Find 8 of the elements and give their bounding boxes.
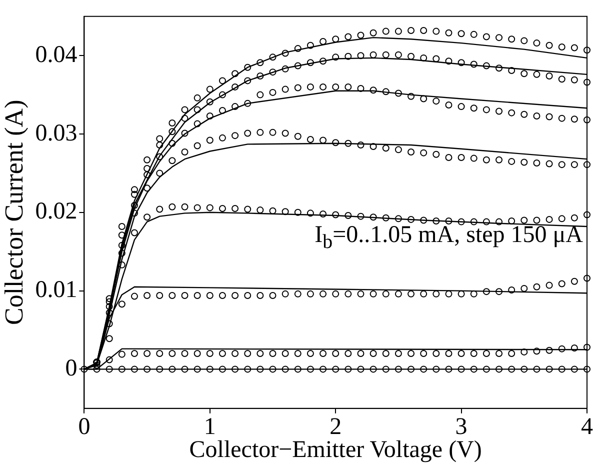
y-tick-label: 0.01 <box>35 277 78 304</box>
y-tick-label: 0 <box>65 355 78 382</box>
y-tick-label: 0.04 <box>35 42 78 68</box>
y-tick-label: 0.02 <box>35 198 78 225</box>
annotation: I$_{b}$=0..1.05 mA, step 150 μA <box>314 222 583 253</box>
y-tick-label: 0.03 <box>35 120 78 146</box>
y-axis-title: Collector Current (A) <box>0 100 28 326</box>
x-tick-label: 4 <box>581 414 593 440</box>
